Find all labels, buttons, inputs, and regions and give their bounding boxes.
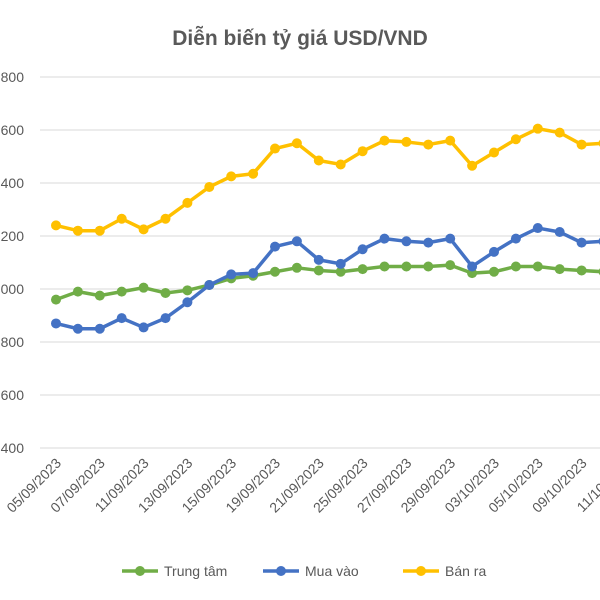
point: [138, 224, 149, 235]
point: [72, 323, 83, 334]
point: [313, 265, 324, 276]
point: [270, 143, 280, 154]
point: [182, 285, 193, 296]
point: [576, 265, 587, 276]
y-tick-label: 23,400: [0, 440, 24, 456]
point: [291, 262, 302, 273]
point: [379, 135, 390, 146]
point: [489, 266, 499, 277]
y-tick-label: 24,400: [0, 175, 24, 191]
point: [576, 139, 587, 150]
point: [467, 160, 478, 171]
point: [72, 225, 83, 236]
legend-label: Mua vào: [305, 563, 359, 579]
point: [248, 168, 259, 179]
point: [248, 268, 259, 279]
point: [291, 236, 302, 247]
point: [379, 261, 390, 272]
point: [335, 159, 346, 170]
point: [94, 323, 105, 334]
y-tick-label: 23,800: [0, 334, 24, 350]
point: [532, 123, 543, 134]
point: [554, 264, 565, 275]
point: [160, 313, 171, 324]
point: [335, 258, 346, 269]
series-line: [55, 226, 600, 331]
point: [226, 171, 237, 182]
point: [335, 266, 346, 277]
point: [357, 244, 368, 255]
point: [204, 280, 215, 291]
point: [270, 241, 280, 252]
point: [532, 223, 543, 234]
point: [51, 220, 61, 231]
point: [72, 286, 83, 297]
point: [489, 246, 499, 257]
legend-label: Bán ra: [445, 563, 486, 579]
point: [357, 264, 368, 275]
y-tick-label: 23,600: [0, 387, 24, 403]
point: [510, 233, 521, 244]
point: [313, 254, 324, 265]
point: [554, 127, 565, 138]
point: [576, 237, 587, 248]
point: [423, 237, 434, 248]
point: [401, 136, 412, 147]
point: [138, 282, 149, 293]
point: [51, 294, 61, 305]
point: [291, 138, 302, 149]
y-tick-label: 24,200: [0, 228, 24, 244]
point: [94, 225, 105, 236]
y-tick-label: 24,000: [0, 281, 24, 297]
y-tick-label: 24,800: [0, 69, 24, 85]
legend-marker: [276, 566, 286, 576]
point: [445, 135, 456, 146]
legend-marker: [416, 566, 426, 576]
point: [182, 297, 193, 308]
point: [423, 139, 434, 150]
point: [116, 286, 127, 297]
point: [379, 233, 390, 244]
series-line: [55, 126, 600, 233]
point: [401, 236, 412, 247]
point: [423, 261, 434, 272]
point: [51, 318, 61, 329]
point: [226, 269, 237, 280]
point: [532, 261, 543, 272]
point: [138, 322, 149, 333]
point: [313, 155, 324, 166]
point: [160, 213, 171, 224]
point: [510, 134, 521, 145]
point: [510, 261, 521, 272]
legend-marker: [135, 566, 145, 576]
point: [489, 147, 499, 158]
point: [182, 197, 193, 208]
point: [116, 213, 127, 224]
point: [467, 261, 478, 272]
y-tick-label: 24,600: [0, 122, 24, 138]
point: [116, 313, 127, 324]
point: [270, 266, 280, 277]
chart-title: Diễn biến tỷ giá USD/VND: [172, 26, 428, 50]
point: [94, 290, 105, 301]
point: [357, 146, 368, 157]
point: [401, 261, 412, 272]
legend-label: Trung tâm: [164, 563, 227, 579]
point: [160, 287, 171, 298]
point: [445, 260, 456, 271]
point: [554, 227, 565, 238]
point: [445, 233, 456, 244]
point: [204, 181, 215, 192]
